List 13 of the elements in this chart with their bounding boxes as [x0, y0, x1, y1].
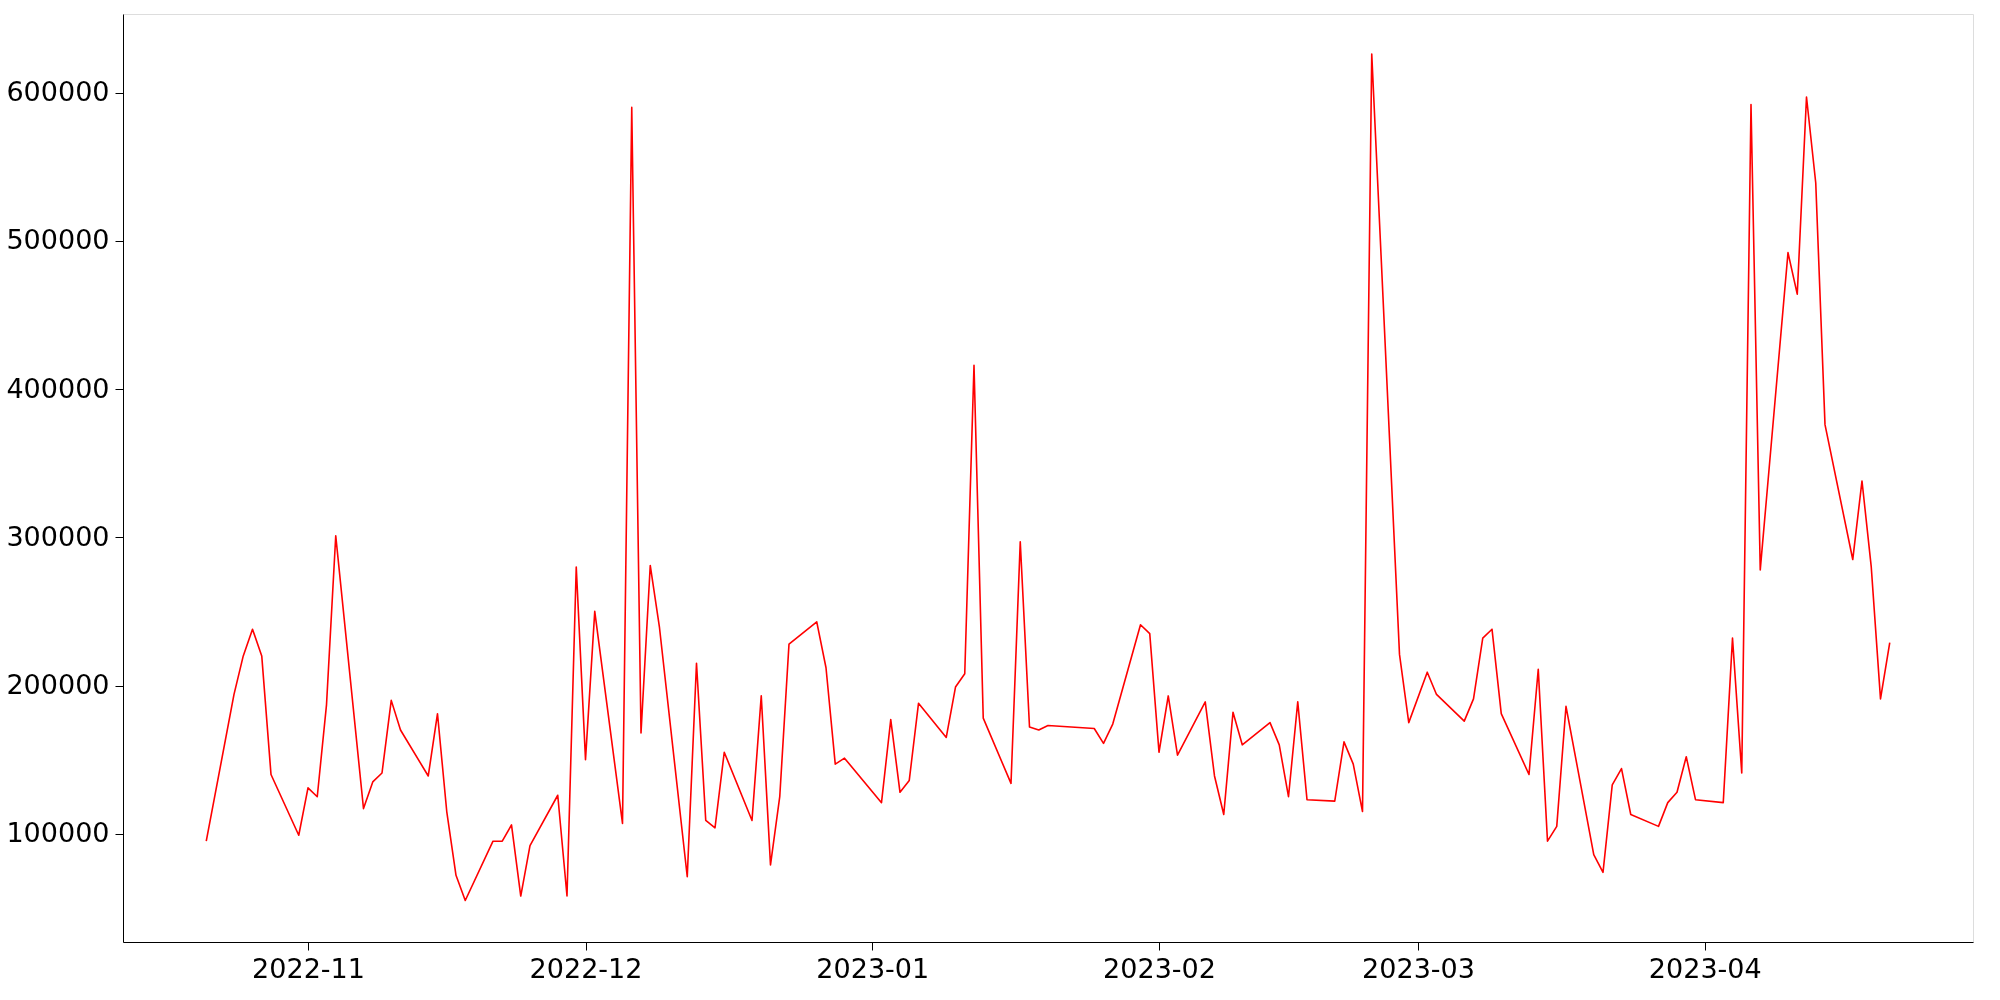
y-tick-label: 500000 [6, 224, 110, 256]
x-tick-label: 2022-12 [529, 952, 643, 984]
x-tick-label: 2023-04 [1648, 952, 1762, 984]
y-tick-label: 400000 [6, 372, 110, 404]
y-tick-label: 200000 [6, 669, 110, 701]
x-tick-label: 2022-11 [252, 952, 365, 984]
x-tick-label: 2023-02 [1103, 952, 1216, 984]
y-tick-label: 100000 [6, 817, 110, 849]
line-series [205, 53, 1891, 902]
x-tick-label: 2023-01 [816, 952, 930, 984]
y-tick-label: 600000 [6, 76, 110, 108]
x-tick-label: 2023-03 [1362, 952, 1475, 984]
y-tick-label: 300000 [6, 520, 110, 552]
